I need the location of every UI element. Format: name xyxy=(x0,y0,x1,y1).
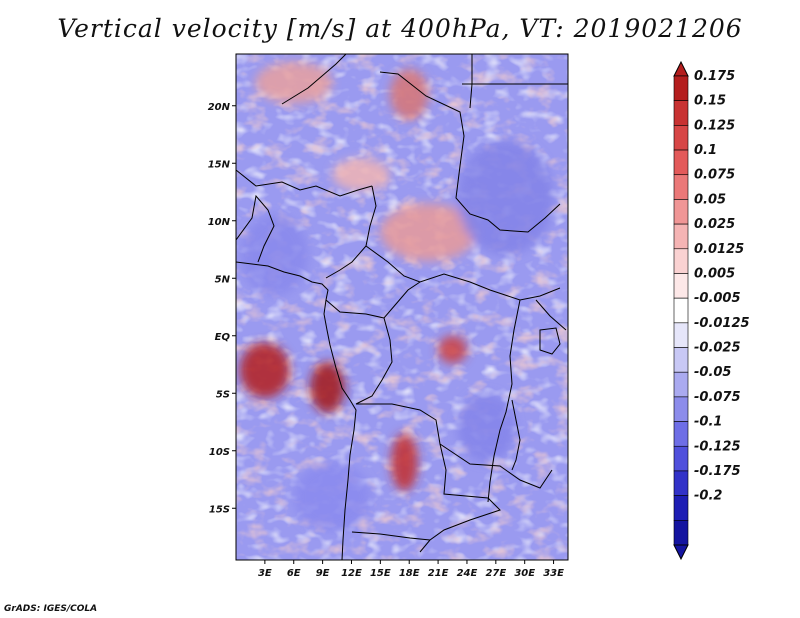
colorbar-segment xyxy=(673,199,689,225)
lon-tick-label: 30E xyxy=(514,568,535,579)
lon-tick-label: 27E xyxy=(485,568,506,579)
map-frame xyxy=(235,53,569,561)
lon-tick-label: 12E xyxy=(341,568,362,579)
lat-tick-label: EQ xyxy=(215,332,231,343)
lake-victoria xyxy=(539,327,561,355)
chart-title: Vertical velocity [m/s] at 400hPa, VT: 2… xyxy=(57,14,743,43)
lon-tick-label: 18E xyxy=(399,568,420,579)
credit-label: GrADS: IGES/COLA xyxy=(4,604,98,614)
coastline-west-africa xyxy=(236,261,357,560)
lake-tanganyika xyxy=(511,399,521,471)
colorbar-segment xyxy=(673,495,689,521)
colorbar-segment xyxy=(673,75,689,101)
colorbar-segment xyxy=(673,371,689,398)
colorbar-segment xyxy=(673,322,689,348)
subsidence-region xyxy=(293,462,371,532)
colorbar-label: 0.125 xyxy=(694,118,735,133)
colorbar-label: -0.2 xyxy=(694,489,722,504)
border-sudan-chad xyxy=(379,71,561,233)
border-car xyxy=(365,245,561,301)
lat-tick-label: 5N xyxy=(215,274,231,285)
colorbar-label: -0.125 xyxy=(694,439,741,454)
colorbar-segment xyxy=(673,347,689,373)
ascent-region xyxy=(380,203,477,261)
lon-tick-label: 9E xyxy=(316,568,330,579)
colorbar-segment xyxy=(673,149,689,176)
colorbar: 0.175 0.15 0.125 0.1 0.075 0.05 0.025 0.0125 0.0… xyxy=(673,60,750,561)
colorbar-segment xyxy=(673,273,689,299)
ascent-region xyxy=(332,158,390,191)
latitude-axis: 20N 15N 10N 5N EQ 5S 10S 15S xyxy=(208,102,236,515)
colorbar-segment xyxy=(673,174,689,200)
lon-tick-label: 24E xyxy=(457,568,478,579)
lon-tick-label: 33E xyxy=(543,568,564,579)
colorbar-label: -0.05 xyxy=(694,365,731,380)
border-namibia xyxy=(351,531,431,541)
lat-tick-label: 10S xyxy=(209,447,230,458)
colorbar-label: -0.075 xyxy=(694,390,741,405)
lon-tick-label: 3E xyxy=(258,568,272,579)
colorbar-top-arrow xyxy=(673,60,689,77)
colorbar-segment xyxy=(673,100,689,126)
border-drc-east xyxy=(487,299,521,503)
border-nw-mountains xyxy=(236,194,275,263)
colorbar-segment xyxy=(673,520,689,546)
strong-ascent-region xyxy=(239,342,290,398)
colorbar-label: 0.0125 xyxy=(694,242,744,257)
ascent-region xyxy=(438,335,467,364)
strong-ascent-region xyxy=(310,362,345,413)
colorbar-label: 0.005 xyxy=(694,266,735,281)
colorbar-label: 0.1 xyxy=(694,143,717,158)
border-east xyxy=(535,299,567,331)
colorbar-segment xyxy=(673,421,689,447)
border-libya-east xyxy=(469,54,473,109)
ascent-region xyxy=(255,62,333,104)
colorbar-label: -0.005 xyxy=(694,291,741,306)
lat-tick-label: 15S xyxy=(209,504,230,515)
border-congo-drc xyxy=(355,317,393,405)
colorbar-label: 0.05 xyxy=(694,192,726,207)
colorbar-label: -0.025 xyxy=(694,341,741,356)
ascent-region xyxy=(389,68,429,120)
colorbar-segment xyxy=(673,248,689,274)
colorbar-segment xyxy=(673,396,689,422)
colorbar-bottom-arrow xyxy=(673,544,689,561)
subsidence-region xyxy=(457,140,554,256)
strong-ascent-region xyxy=(390,433,418,491)
subsidence-region xyxy=(457,393,516,463)
colorbar-label: -0.1 xyxy=(694,415,722,430)
border-libya-chad xyxy=(281,54,347,105)
colorbar-segment xyxy=(673,223,689,250)
lon-tick-label: 6E xyxy=(287,568,301,579)
lat-tick-label: 5S xyxy=(216,389,230,400)
lat-tick-label: 20N xyxy=(208,102,231,113)
border-niger-nigeria xyxy=(236,169,373,197)
subsidence-region xyxy=(240,215,309,296)
lat-tick-label: 15N xyxy=(208,159,231,170)
lon-tick-label: 21E xyxy=(428,568,449,579)
lat-tick-label: 10N xyxy=(208,217,231,228)
colorbar-label: 0.175 xyxy=(694,69,735,84)
colorbar-label: -0.0125 xyxy=(694,316,750,331)
colorbar-segment xyxy=(673,445,689,472)
colorbar-segment xyxy=(673,125,689,151)
colorbar-label: -0.175 xyxy=(694,464,741,479)
border-zambia xyxy=(439,443,553,489)
colorbar-label: 0.025 xyxy=(694,217,735,232)
coastlines-borders xyxy=(236,54,568,560)
lon-tick-label: 15E xyxy=(370,568,391,579)
colorbar-segment xyxy=(673,297,689,324)
colorbar-segment xyxy=(673,470,689,496)
border-angola xyxy=(356,403,501,553)
colorbar-label: 0.15 xyxy=(694,94,726,109)
colorbar-label: 0.075 xyxy=(694,168,735,183)
longitude-axis: 3E 6E 9E 12E 15E 18E 21E 24E 27E 30E 33E xyxy=(258,560,564,579)
